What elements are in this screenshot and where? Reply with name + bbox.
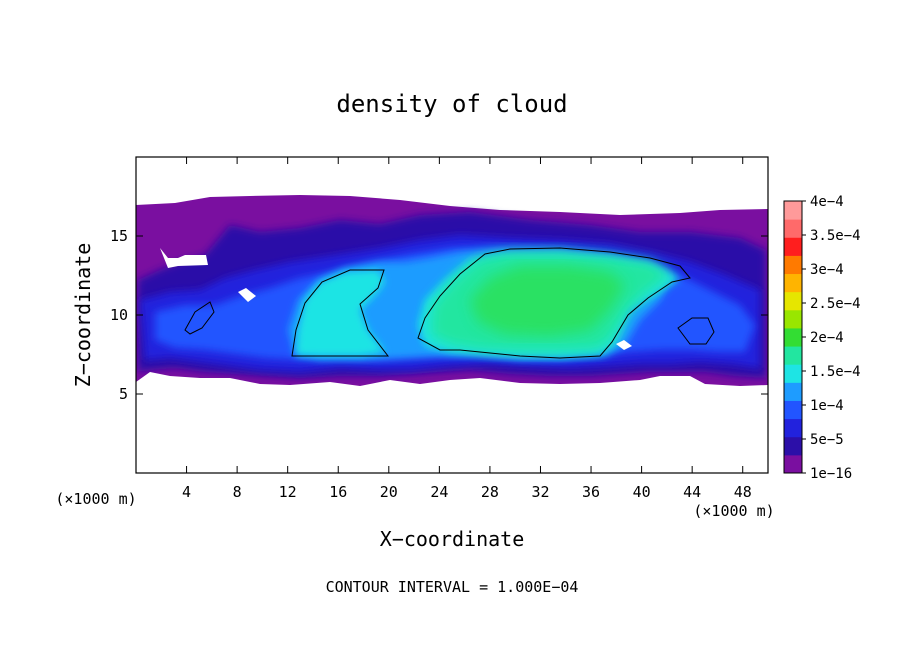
y-axis-label: Z−coordinate: [71, 243, 95, 388]
colorbar-label: 1e−16: [810, 466, 852, 482]
y-tick-label: 15: [110, 227, 128, 245]
colorbar-swatch: [784, 201, 802, 220]
colorbar-swatch: [784, 382, 802, 401]
x-axis-label: X−coordinate: [380, 527, 525, 551]
cloud-base: [136, 372, 768, 473]
y-axis: 5 10 15: [110, 227, 768, 403]
colorbar-swatch: [784, 436, 802, 456]
colorbar-label: 1.5e−4: [810, 364, 861, 380]
colorbar-label: 2.5e−4: [810, 296, 861, 312]
colorbar-swatch: [784, 454, 802, 474]
contour-main: [417, 247, 691, 359]
colorbar-swatch: [784, 400, 802, 420]
x-unit-left: (×1000 m): [55, 490, 136, 508]
plot-area: [135, 156, 769, 474]
colorbar-swatch: [784, 418, 802, 438]
colorbar-swatch: [784, 364, 802, 383]
contour-small-2: [677, 317, 715, 345]
x-tick-label: 44: [683, 483, 701, 501]
cloud-hole-left: [160, 248, 208, 268]
colorbar-label: 3e−4: [810, 262, 844, 278]
x-tick-label: 16: [329, 483, 347, 501]
contour-small-1: [184, 301, 215, 335]
y-tick-label: 5: [119, 385, 128, 403]
colorbar-label: 4e−4: [810, 194, 844, 210]
contour-interval-note: CONTOUR INTERVAL = 1.000E−04: [326, 578, 579, 596]
x-tick-label: 36: [582, 483, 600, 501]
colorbar-swatch: [784, 237, 802, 256]
cloud-hole-mid: [238, 288, 256, 302]
y-tick-label: 10: [110, 306, 128, 324]
cloud-hole-right: [616, 340, 632, 350]
colorbar-label: 1e−4: [810, 398, 844, 414]
x-tick-label: 40: [633, 483, 651, 501]
x-tick-label: 8: [233, 483, 242, 501]
colorbar: 1e−16 5e−5 1e−4 1.5e−4 2e−4 2.5e−4 3e−4 3.5e−4 4…: [783, 194, 861, 482]
x-tick-label: 28: [481, 483, 499, 501]
x-axis: 4 8 12 16 20 24 28 32 36 40 44 48: [182, 157, 752, 501]
colorbar-swatch: [784, 309, 802, 329]
chart-title: density of cloud: [336, 90, 567, 118]
x-tick-label: 32: [531, 483, 549, 501]
colorbar-label: 5e−5: [810, 432, 844, 448]
cloud-field: [136, 195, 768, 473]
colorbar-swatch: [784, 219, 802, 238]
x-tick-label: 48: [734, 483, 752, 501]
x-tick-label: 24: [430, 483, 448, 501]
colorbar-swatch: [784, 346, 802, 365]
cloud-core-left: [296, 270, 385, 356]
x-unit-right: (×1000 m): [693, 502, 774, 520]
x-tick-label: 4: [182, 483, 191, 501]
x-tick-label: 12: [279, 483, 297, 501]
colorbar-label: 2e−4: [810, 330, 844, 346]
colorbar-label: 3.5e−4: [810, 228, 861, 244]
colorbar-swatch: [784, 255, 802, 275]
cloud-core-peak: [470, 266, 625, 336]
contour-left: [291, 269, 390, 357]
colorbar-swatch: [784, 273, 802, 293]
colorbar-swatch: [784, 327, 802, 347]
colorbar-swatch: [784, 291, 802, 311]
x-tick-label: 20: [380, 483, 398, 501]
